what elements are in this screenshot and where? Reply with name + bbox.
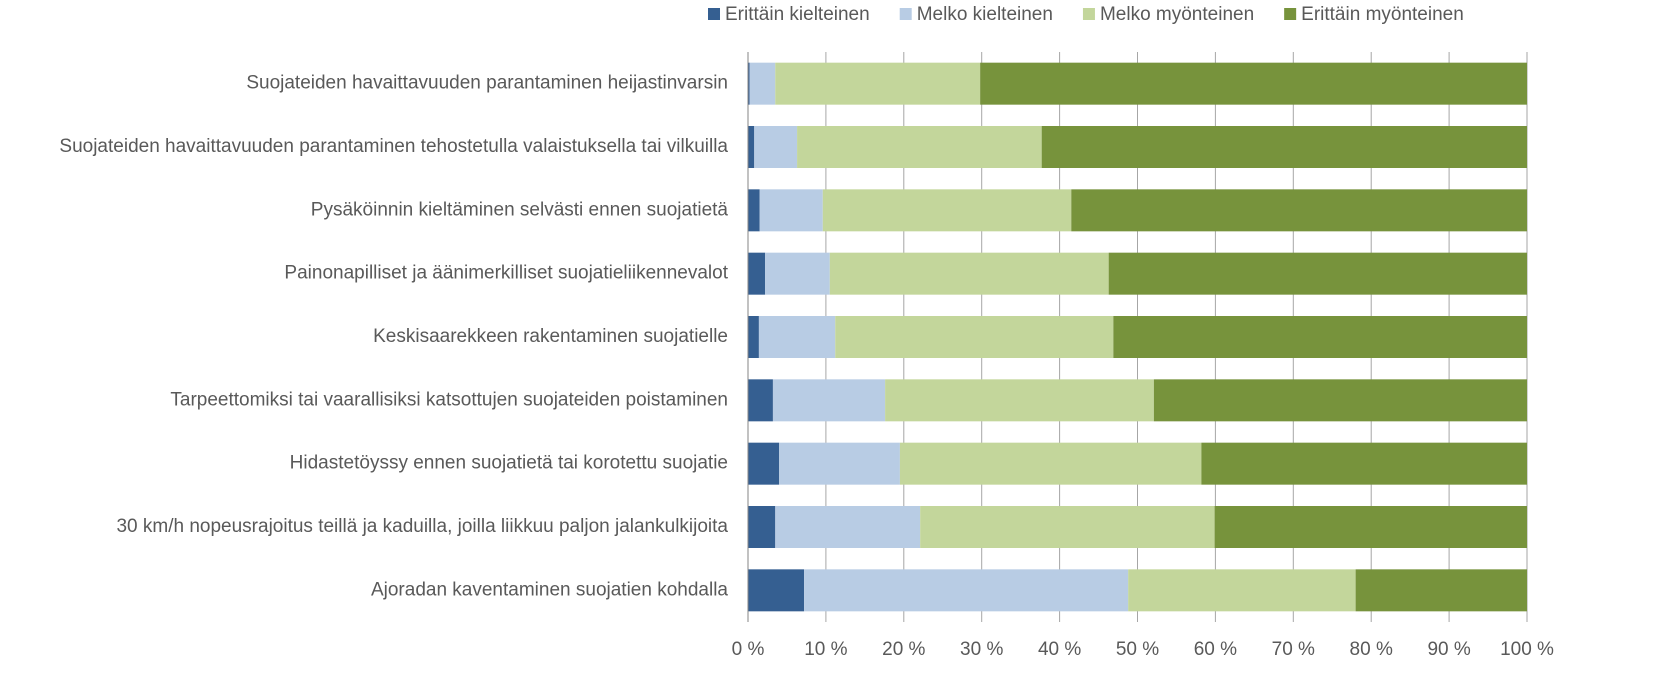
- category-label: Keskisaarekkeen rakentaminen suojatielle: [373, 326, 728, 347]
- x-tick-label: 10 %: [804, 639, 847, 660]
- bar-segment: [899, 442, 1202, 485]
- bar-segment: [1201, 442, 1527, 485]
- bar-segment: [775, 62, 981, 105]
- x-tick-label: 30 %: [960, 639, 1003, 660]
- bar-segment: [748, 379, 773, 422]
- legend-label: Melko kielteinen: [917, 4, 1053, 25]
- category-label: Hidastetöyssy ennen suojatietä tai korot…: [290, 453, 728, 474]
- bar-segment: [804, 569, 1129, 612]
- bar-segment: [748, 252, 766, 295]
- bar-segment: [1108, 252, 1527, 295]
- bar-segment: [748, 442, 780, 485]
- bar-segment: [1041, 126, 1527, 168]
- category-label: Suojateiden havaittavuuden parantaminen …: [246, 73, 728, 94]
- bar-segment: [1128, 569, 1356, 612]
- bar-segment: [1153, 379, 1527, 422]
- bar-segment: [822, 189, 1072, 232]
- category-label: Painonapilliset ja äänimerkilliset suoja…: [284, 263, 728, 284]
- bar-segment: [835, 316, 1114, 358]
- x-tick-label: 100 %: [1500, 639, 1554, 660]
- bar-segment: [754, 126, 798, 168]
- bar-segment: [765, 252, 830, 295]
- bar-segment: [748, 189, 760, 232]
- x-tick-label: 70 %: [1272, 639, 1315, 660]
- x-tick-label: 80 %: [1350, 639, 1393, 660]
- bar-segment: [759, 189, 823, 232]
- bar-segment: [749, 62, 776, 105]
- bar-segment: [829, 252, 1109, 295]
- category-label: Suojateiden havaittavuuden parantaminen …: [59, 136, 728, 157]
- legend-swatch: [1082, 8, 1095, 20]
- bar-segment: [748, 506, 776, 548]
- bar-segment: [779, 442, 900, 485]
- bar-segment: [1214, 506, 1527, 548]
- bar-segment: [772, 379, 886, 422]
- category-label: Tarpeettomiksi tai vaarallisiksi katsott…: [170, 389, 728, 410]
- bar-segment: [1071, 189, 1527, 232]
- bar-segment: [1113, 316, 1527, 358]
- legend-swatch: [708, 8, 720, 20]
- bar-segment: [748, 569, 805, 612]
- bar-segment: [748, 62, 750, 105]
- legend-label: Erittäin kielteinen: [725, 4, 870, 25]
- x-tick-label: 20 %: [882, 639, 925, 660]
- x-tick-label: 90 %: [1427, 639, 1470, 660]
- bar-segment: [980, 62, 1527, 105]
- bar-segment: [797, 126, 1042, 168]
- bar-segment: [1355, 569, 1527, 612]
- category-label: Ajoradan kaventaminen suojatien kohdalla: [371, 579, 728, 600]
- bar-segment: [748, 316, 759, 358]
- legend-label: Melko myönteinen: [1100, 4, 1254, 25]
- x-tick-label: 60 %: [1194, 639, 1237, 660]
- bar-segment: [758, 316, 836, 358]
- legend-swatch: [1284, 8, 1297, 20]
- legend-label: Erittäin myönteinen: [1301, 4, 1464, 25]
- category-label: Pysäköinnin kieltäminen selvästi ennen s…: [311, 199, 729, 220]
- bar-segment: [920, 506, 1215, 548]
- x-tick-label: 50 %: [1116, 639, 1159, 660]
- x-tick-label: 40 %: [1038, 639, 1081, 660]
- bar-segment: [885, 379, 1154, 422]
- bar-segment: [775, 506, 921, 548]
- x-tick-label: 0 %: [732, 639, 765, 660]
- category-label: 30 km/h nopeusrajoitus teillä ja kaduill…: [116, 516, 728, 537]
- bar-segment: [748, 126, 755, 168]
- legend-swatch: [899, 8, 912, 20]
